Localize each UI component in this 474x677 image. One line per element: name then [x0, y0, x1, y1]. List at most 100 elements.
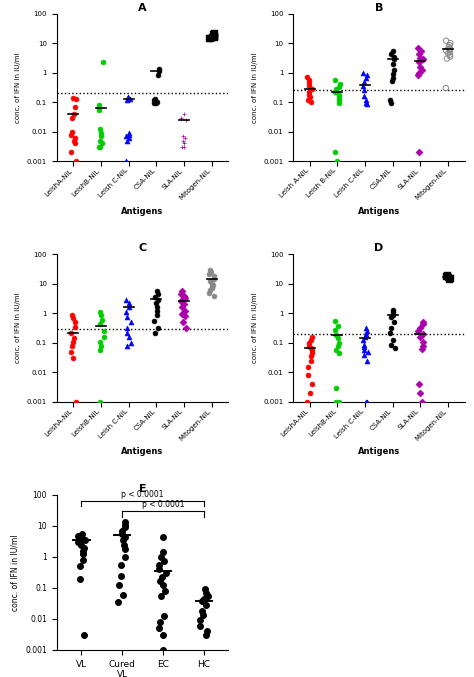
Point — [210, 271, 218, 282]
Point — [363, 325, 371, 336]
Point — [150, 315, 158, 326]
Point — [210, 290, 218, 301]
Point — [123, 327, 130, 338]
Point — [118, 570, 125, 581]
Point — [447, 47, 454, 58]
Point — [419, 328, 427, 339]
Point — [179, 302, 186, 313]
Point — [100, 326, 108, 336]
Point — [389, 307, 397, 318]
Point — [389, 305, 396, 315]
Point — [199, 596, 206, 607]
Point — [335, 337, 342, 348]
Point — [335, 397, 343, 408]
Point — [442, 271, 450, 282]
X-axis label: Antigens: Antigens — [121, 447, 164, 456]
Point — [416, 61, 424, 72]
Point — [79, 549, 87, 560]
Point — [333, 397, 340, 408]
Point — [416, 331, 424, 342]
Point — [364, 99, 371, 110]
Point — [446, 49, 454, 60]
Point — [389, 58, 397, 69]
Point — [157, 590, 164, 601]
Point — [155, 623, 163, 634]
Point — [69, 312, 77, 323]
Point — [208, 283, 216, 294]
Point — [203, 630, 210, 640]
Point — [361, 339, 368, 350]
Point — [80, 545, 87, 556]
Point — [68, 112, 75, 123]
Point — [150, 94, 158, 105]
Point — [359, 81, 366, 91]
Point — [443, 269, 451, 280]
Point — [74, 537, 82, 548]
Point — [155, 66, 163, 77]
Point — [99, 314, 106, 325]
Point — [79, 554, 87, 565]
Point — [70, 135, 78, 146]
Point — [178, 309, 186, 320]
Point — [96, 336, 103, 347]
Point — [126, 129, 133, 140]
Point — [335, 320, 342, 331]
Point — [177, 296, 185, 307]
Point — [415, 378, 423, 389]
Point — [419, 316, 427, 327]
Point — [96, 397, 104, 408]
Title: E: E — [139, 484, 146, 494]
Point — [390, 335, 397, 346]
Point — [67, 327, 74, 338]
Title: B: B — [374, 3, 383, 13]
Point — [161, 586, 169, 596]
Point — [308, 331, 316, 342]
Point — [154, 97, 161, 108]
Title: D: D — [374, 244, 383, 253]
Point — [159, 645, 167, 655]
Point — [335, 92, 342, 103]
Point — [125, 302, 133, 313]
Point — [305, 87, 313, 97]
Point — [154, 294, 161, 305]
Point — [71, 102, 79, 112]
Y-axis label: conc. of IFN in IU/ml: conc. of IFN in IU/ml — [15, 292, 21, 364]
Point — [335, 341, 342, 352]
Point — [179, 131, 186, 141]
Point — [196, 620, 204, 631]
Point — [417, 52, 424, 63]
Point — [445, 41, 453, 52]
Point — [210, 31, 218, 42]
Point — [200, 610, 207, 621]
Point — [96, 135, 104, 146]
Point — [386, 94, 394, 105]
Point — [181, 133, 189, 144]
Point — [152, 298, 159, 309]
Point — [417, 45, 425, 56]
Point — [123, 94, 131, 105]
Point — [419, 336, 427, 347]
Point — [178, 286, 186, 297]
Point — [155, 560, 163, 571]
Point — [333, 156, 340, 167]
Point — [69, 353, 76, 364]
Point — [307, 343, 315, 354]
Point — [78, 539, 85, 550]
Point — [80, 630, 88, 640]
Point — [206, 32, 213, 43]
Point — [206, 264, 213, 275]
Point — [117, 560, 125, 571]
Point — [414, 42, 421, 53]
Point — [389, 76, 396, 87]
Point — [360, 91, 368, 102]
Point — [152, 93, 159, 104]
Point — [362, 397, 370, 408]
Point — [97, 310, 105, 321]
Point — [304, 370, 312, 380]
Point — [303, 72, 311, 83]
Point — [206, 268, 213, 279]
Point — [181, 293, 189, 304]
Point — [419, 54, 427, 65]
X-axis label: Antigens: Antigens — [358, 447, 400, 456]
Point — [387, 339, 395, 350]
